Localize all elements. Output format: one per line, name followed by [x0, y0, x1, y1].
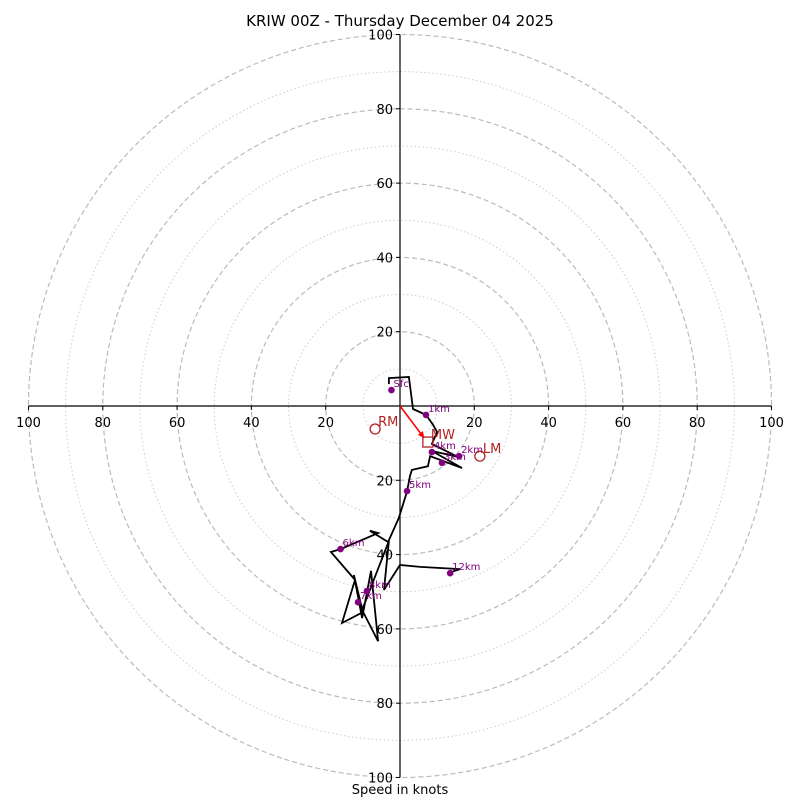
height-marker-3km	[438, 459, 446, 467]
x-tick-label: 40	[540, 416, 557, 431]
storm-marker-MW	[422, 436, 434, 448]
height-marker-4km	[428, 448, 436, 456]
y-tick-label: 20	[376, 326, 393, 341]
x-tick-label: 20	[466, 416, 483, 431]
x-tick-label: 20	[317, 416, 334, 431]
y-tick-label: 100	[368, 772, 393, 787]
y-tick-label: 40	[376, 251, 393, 266]
height-marker-6km	[337, 545, 344, 553]
height-label-7km: 7km	[360, 591, 382, 602]
storm-label-MW: MW	[431, 428, 455, 443]
storm-label-RM: RM	[378, 415, 398, 430]
chart-title: KRIW 00Z - Thursday December 04 2025	[246, 12, 554, 30]
storm-label-LM: LM	[483, 442, 501, 457]
storm-motion-markers: RM MW LM	[369, 415, 501, 462]
mean-wind-arrowhead	[417, 431, 425, 438]
x-tick-label: 40	[243, 416, 260, 431]
storm-marker-LM	[474, 450, 486, 462]
height-label-2km: 2km	[461, 445, 483, 456]
y-tick-label: 80	[376, 697, 393, 712]
height-label-12km: 12km	[452, 562, 480, 573]
hodograph-line	[329, 376, 463, 642]
height-label-8km: 8km	[369, 580, 391, 591]
x-tick-label: 100	[759, 416, 784, 431]
height-marker-1km	[422, 411, 430, 419]
x-tick-label: 80	[95, 416, 112, 431]
x-tick-label: 80	[689, 416, 706, 431]
x-axis-label: Speed in knots	[351, 783, 449, 798]
y-tick-label: 60	[376, 623, 393, 638]
y-tick-label: 20	[376, 474, 393, 489]
x-tick-label: 60	[615, 416, 632, 431]
height-marker-Sfc	[388, 386, 395, 394]
y-tick-label: 80	[376, 103, 393, 118]
x-tick-label: 100	[16, 416, 41, 431]
height-marker-7km	[354, 598, 362, 606]
height-marker-2km	[455, 452, 463, 460]
storm-marker-RM	[369, 423, 381, 435]
height-label-5km: 5km	[409, 480, 431, 491]
y-tick-label: 100	[368, 29, 393, 44]
height-label-6km: 6km	[343, 538, 365, 549]
height-label-3km: 3km	[444, 452, 466, 463]
height-marker-12km	[446, 569, 454, 577]
height-label-4km: 4km	[434, 441, 456, 452]
y-tick-label: 60	[376, 177, 393, 192]
height-marker-5km	[403, 487, 411, 495]
hodograph-trace	[329, 376, 463, 642]
x-tick-label: 60	[169, 416, 186, 431]
height-label-1km: 1km	[428, 404, 450, 415]
tick-labels: 1001008080606040402020202040406060808010…	[16, 29, 784, 787]
mean-wind-vector	[399, 405, 425, 439]
height-label-Sfc: Sfc	[393, 379, 408, 390]
height-marker-8km	[363, 587, 371, 595]
